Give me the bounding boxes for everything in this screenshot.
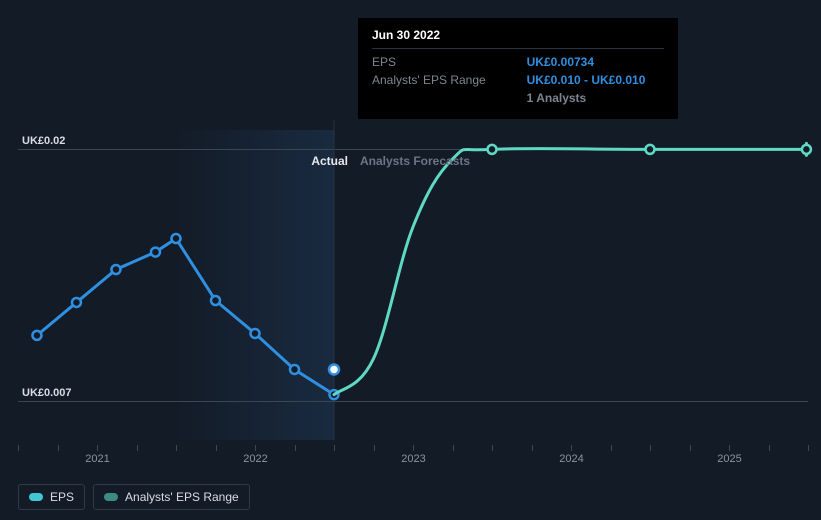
legend-item-eps[interactable]: EPS <box>18 484 85 510</box>
x-tick-minor <box>18 445 19 451</box>
x-tick-minor <box>808 445 809 451</box>
x-tick-minor <box>532 445 533 451</box>
x-axis-label: 2024 <box>559 453 583 465</box>
x-tick-minor <box>690 445 691 451</box>
x-tick-minor <box>97 445 98 451</box>
tooltip-row-key: EPS <box>372 53 527 71</box>
x-tick-minor <box>374 445 375 451</box>
legend-swatch-eps <box>29 493 43 501</box>
legend: EPS Analysts' EPS Range <box>18 484 250 510</box>
legend-swatch-range <box>104 493 118 501</box>
x-tick-minor <box>255 445 256 451</box>
legend-item-range[interactable]: Analysts' EPS Range <box>93 484 250 510</box>
x-tick-minor <box>571 445 572 451</box>
tooltip-row-key: Analysts' EPS Range <box>372 71 527 89</box>
section-label-forecast: Analysts Forecasts <box>360 154 470 168</box>
x-tick-minor <box>216 445 217 451</box>
x-tick-minor <box>611 445 612 451</box>
legend-label-range: Analysts' EPS Range <box>125 490 239 504</box>
x-tick-minor <box>295 445 296 451</box>
legend-label-eps: EPS <box>50 490 74 504</box>
tooltip-row-value: UK£0.00734 <box>527 53 664 71</box>
section-label-actual: Actual <box>288 154 348 168</box>
x-tick-minor <box>413 445 414 451</box>
tooltip-row-key <box>372 89 527 107</box>
chart-tooltip: Jun 30 2022 EPSUK£0.00734Analysts' EPS R… <box>358 18 678 119</box>
x-tick-minor <box>137 445 138 451</box>
chart-lines <box>18 130 808 440</box>
x-tick-minor <box>176 445 177 451</box>
x-tick-minor <box>769 445 770 451</box>
x-tick-minor <box>492 445 493 451</box>
x-axis-label: 2022 <box>243 453 267 465</box>
x-axis-label: 2023 <box>401 453 425 465</box>
tooltip-row-value: 1 Analysts <box>527 89 664 107</box>
x-axis-label: 2021 <box>85 453 109 465</box>
eps-chart: UK£0.02UK£0.007 Actual Analysts Forecast… <box>18 0 808 480</box>
x-tick-minor <box>650 445 651 451</box>
x-tick-minor <box>334 445 335 451</box>
x-axis-label: 2025 <box>717 453 741 465</box>
tooltip-date: Jun 30 2022 <box>372 28 664 42</box>
x-tick-minor <box>58 445 59 451</box>
tooltip-row-value: UK£0.010 - UK£0.010 <box>527 71 664 89</box>
plot-area[interactable]: UK£0.02UK£0.007 <box>18 130 808 440</box>
x-tick-minor <box>453 445 454 451</box>
x-tick-minor <box>729 445 730 451</box>
